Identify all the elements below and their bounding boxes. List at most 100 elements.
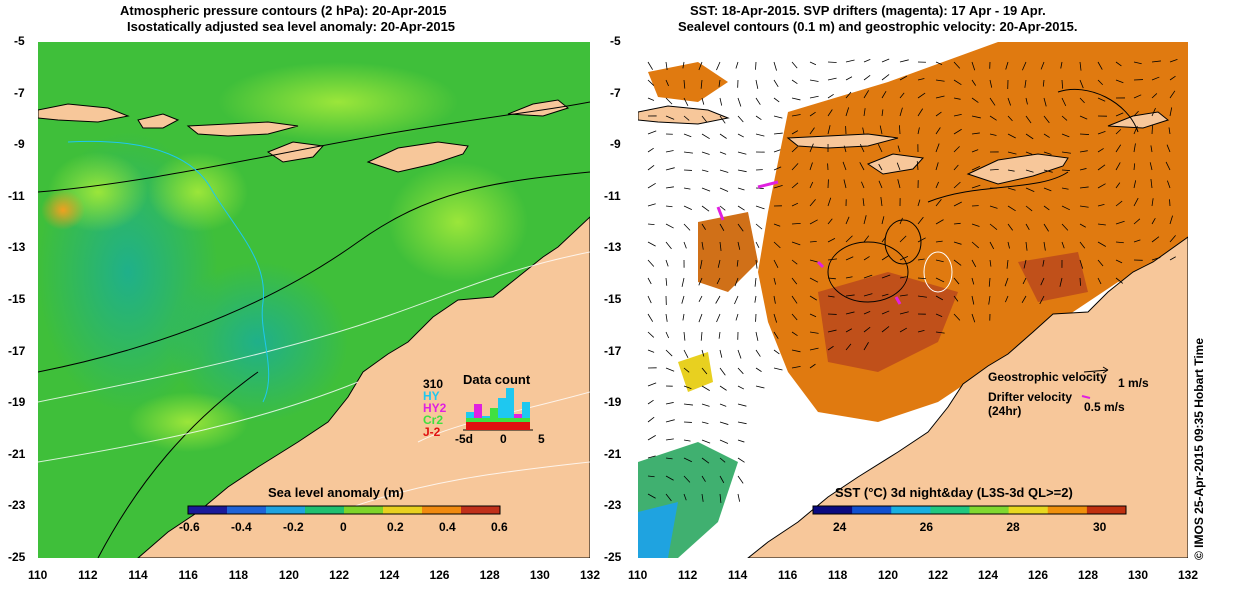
- velocity-arrow: [935, 127, 941, 135]
- lat-tick-label: -13: [604, 240, 622, 255]
- velocity-arrow: [863, 256, 870, 261]
- velocity-arrow: [861, 181, 865, 189]
- velocity-arrow: [719, 385, 727, 391]
- velocity-arrow: [827, 125, 831, 135]
- velocity-arrow: [737, 223, 744, 232]
- velocity-arrow: [809, 162, 813, 171]
- velocity-arrow: [1043, 133, 1050, 138]
- velocity-arrow: [665, 475, 674, 481]
- velocity-arrow: [791, 259, 798, 265]
- velocity-arrow: [665, 259, 669, 267]
- velocity-arrow: [1115, 162, 1121, 171]
- velocity-arrow: [1007, 205, 1016, 212]
- velocity-arrow: [647, 435, 656, 441]
- lat-tick-label: -13: [8, 240, 26, 255]
- velocity-arrow: [1025, 205, 1033, 212]
- velocity-arrow: [809, 347, 819, 351]
- velocity-arrow: [827, 329, 837, 333]
- velocity-arrow: [1061, 187, 1069, 190]
- velocity-arrow: [953, 97, 961, 100]
- velocity-arrow: [665, 186, 674, 189]
- velocity-arrow: [1025, 133, 1034, 140]
- lon-tick-label: 124: [379, 568, 400, 582]
- velocity-arrow: [647, 97, 655, 101]
- velocity-arrow: [935, 143, 940, 153]
- velocity-arrow: [665, 79, 669, 87]
- velocity-arrow: [1043, 187, 1052, 192]
- velocity-arrow: [1169, 75, 1176, 81]
- velocity-arrow: [737, 421, 747, 425]
- velocity-arrow: [647, 295, 652, 304]
- velocity-arrow: [719, 241, 722, 251]
- velocity-arrow: [845, 235, 853, 243]
- velocity-arrow: [827, 258, 837, 261]
- velocity-arrow: [863, 108, 866, 117]
- flores-island: [186, 121, 299, 137]
- velocity-arrow: [737, 439, 745, 443]
- velocity-arrow: [1149, 162, 1153, 171]
- velocity-arrow: [1061, 115, 1068, 121]
- velocity-arrow: [1042, 79, 1045, 87]
- velocity-arrow: [736, 259, 739, 267]
- velocity-arrow: [647, 182, 656, 189]
- velocity-arrow: [1025, 223, 1030, 230]
- velocity-arrow: [809, 295, 817, 301]
- velocity-arrow: [845, 276, 853, 279]
- velocity-arrow: [899, 125, 901, 135]
- geostrophic-scale: 1 m/s: [1118, 376, 1149, 390]
- velocity-arrow: [899, 107, 903, 117]
- velocity-arrow: [647, 349, 655, 353]
- velocity-arrow: [773, 223, 781, 227]
- velocity-arrow: [683, 205, 692, 211]
- velocity-arrow: [971, 165, 981, 171]
- colorbar-outline: [187, 505, 501, 515]
- velocity-arrow: [1022, 277, 1027, 285]
- velocity-arrow: [1025, 187, 1035, 192]
- velocity-arrow: [773, 241, 781, 249]
- velocity-arrow: [1133, 125, 1138, 135]
- lon-tick-label: 112: [678, 568, 698, 582]
- velocity-arrow: [719, 187, 729, 192]
- velocity-arrow: [1169, 107, 1173, 117]
- velocity-arrow: [1079, 150, 1088, 153]
- velocity-arrow: [845, 256, 854, 261]
- velocity-arrow: [719, 349, 723, 358]
- velocity-arrow: [701, 439, 711, 444]
- velocity-arrow: [698, 313, 703, 323]
- velocity-arrow: [716, 61, 721, 71]
- velocity-arrow: [737, 187, 745, 191]
- velocity-arrow: [737, 457, 745, 463]
- velocity-arrow: [899, 235, 907, 243]
- velocity-arrow: [1043, 151, 1052, 155]
- velocity-arrow: [953, 164, 959, 171]
- velocity-arrow: [935, 331, 945, 334]
- velocity-arrow: [647, 164, 655, 171]
- velocity-arrow: [1151, 60, 1161, 63]
- lon-tick-label: 110: [28, 568, 48, 582]
- velocity-arrow: [859, 143, 865, 153]
- velocity-arrow: [917, 258, 925, 261]
- velocity-arrow: [683, 151, 693, 154]
- velocity-arrow: [1151, 217, 1156, 225]
- colorbar-outline: [812, 505, 1127, 515]
- velocity-arrow: [845, 343, 852, 351]
- velocity-arrow: [647, 130, 657, 135]
- velocity-arrow: [1097, 148, 1104, 153]
- lon-tick-label: 110: [628, 568, 648, 582]
- velocity-arrow: [881, 216, 885, 225]
- velocity-arrow: [755, 331, 759, 341]
- velocity-arrow: [863, 326, 871, 333]
- velocity-arrow: [988, 277, 991, 287]
- inset-legend-item: HY: [423, 389, 440, 403]
- lat-tick-label: -9: [610, 137, 621, 152]
- velocity-arrow: [842, 161, 847, 171]
- velocity-arrow: [1169, 90, 1176, 99]
- velocity-arrow: [917, 277, 926, 280]
- colorbar-tick-label: 26: [919, 520, 934, 534]
- geostrophic-velocity-arrows: [647, 58, 1178, 503]
- velocity-arrow: [809, 111, 816, 117]
- velocity-arrow: [647, 79, 655, 86]
- velocity-arrow: [953, 181, 961, 189]
- velocity-arrow: [1115, 182, 1121, 189]
- velocity-arrow: [1097, 277, 1102, 285]
